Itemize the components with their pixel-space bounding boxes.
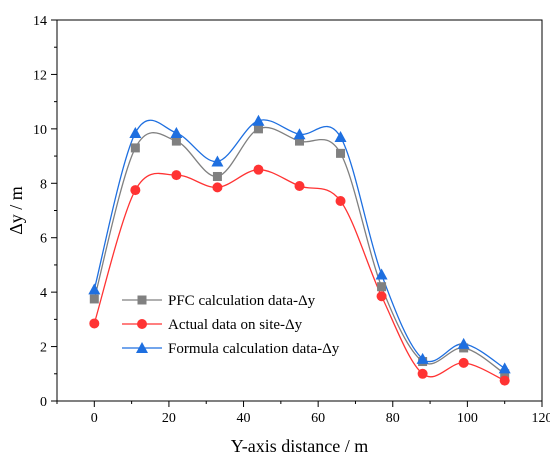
data-point-circle [130,185,141,196]
x-tick-label: 60 [311,411,325,426]
x-axis-ticks: 0 20 40 60 80 100 120 [56,401,550,426]
data-point-circle [89,318,100,329]
legend-label: Formula calculation data-Δy [168,341,340,357]
y-tick-label: 12 [33,68,47,83]
series-line-square [93,126,506,375]
data-point-square [130,143,140,153]
y-tick-label: 10 [33,123,47,138]
x-tick-label: 0 [91,411,98,426]
data-point-circle [212,182,223,193]
data-point-circle [376,291,387,302]
data-point-triangle [252,114,265,126]
data-point-triangle [88,283,101,295]
y-axis-ticks: 0 2 4 6 8 10 12 14 [33,14,57,410]
y-axis-label: Δy / m [6,186,26,235]
x-tick-label: 80 [386,411,400,426]
data-point-circle [335,195,346,206]
data-point-square [336,148,346,158]
data-point-triangle [334,131,347,143]
data-point-square [253,124,263,134]
data-point-square [377,282,387,292]
data-point-square [171,136,181,146]
legend-marker-triangle [136,342,148,353]
y-tick-label: 14 [33,14,47,29]
data-point-triangle [416,352,429,364]
data-point-square [500,369,510,379]
data-point-circle [417,368,428,379]
y-tick-label: 2 [40,341,47,356]
data-point-triangle [170,126,183,138]
legend: PFC calculation data-Δy Actual data on si… [122,293,340,357]
legend-marker-circle [137,319,147,329]
data-point-square [212,171,222,181]
x-tick-label: 20 [162,411,176,426]
data-point-triangle [129,126,142,138]
x-axis-label: Y-axis distance / m [231,436,368,456]
data-point-triangle [293,128,306,140]
data-point-circle [253,164,264,175]
x-tick-label: 100 [457,411,478,426]
legend-label: Actual data on site-Δy [168,317,303,333]
data-point-circle [171,170,182,181]
x-tick-label: 40 [237,411,251,426]
y-tick-label: 4 [40,286,47,301]
plot-content [88,114,511,386]
data-point-square [89,294,99,304]
legend-label: PFC calculation data-Δy [168,293,316,309]
data-point-circle [458,357,469,368]
x-tick-label: 120 [532,411,550,426]
data-point-triangle [375,268,388,280]
y-tick-label: 0 [40,395,47,410]
legend-marker-square [137,295,147,305]
data-point-triangle [211,155,224,167]
data-point-circle [294,181,305,192]
plot-frame [56,19,543,402]
y-tick-label: 8 [40,177,47,192]
data-point-circle [499,375,510,386]
data-point-triangle [457,337,470,349]
data-point-triangle [498,362,511,374]
data-point-square [295,136,304,146]
y-tick-label: 6 [40,232,47,247]
